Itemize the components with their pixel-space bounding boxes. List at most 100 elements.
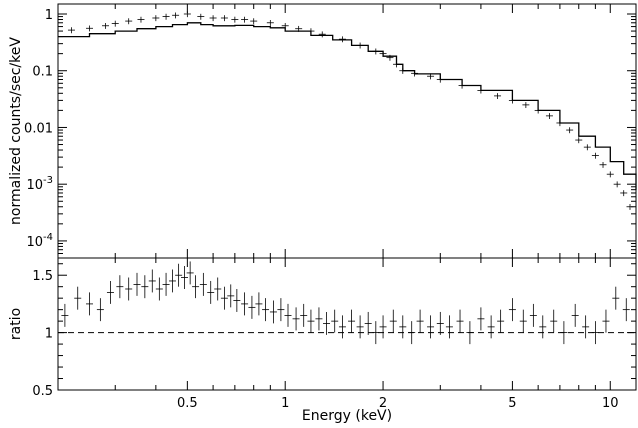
ratio-data-point [591, 321, 599, 345]
ratio-data-point [323, 311, 331, 335]
spectrum-data-point [477, 87, 485, 94]
spectrum-data-point [566, 127, 574, 134]
spectrum-data-point [356, 42, 364, 49]
spectrum-data-point [379, 50, 387, 57]
ratio-data-point [248, 295, 256, 319]
ratio-data-point [348, 309, 356, 333]
spectrum-data-point [613, 181, 621, 188]
ratio-data-point [560, 321, 568, 345]
ratio-data-point [436, 311, 444, 335]
ratio-data-point [284, 303, 292, 327]
spectrum-data-point [307, 28, 315, 35]
x-tick-label: 2 [379, 396, 387, 411]
spectrum-data-point [209, 15, 217, 22]
ratio-data-point [622, 298, 630, 322]
spectrum-data-point [386, 54, 394, 61]
spectrum-data-point [101, 22, 109, 29]
ratio-data-point [192, 275, 200, 299]
ratio-data-point [155, 277, 163, 301]
ratio-data-point [141, 275, 149, 299]
spectrum-ticks [57, 4, 636, 259]
ratio-data-point [307, 309, 315, 333]
ratio-data-point [74, 286, 82, 310]
ratio-data-point [168, 269, 176, 293]
x-tick-label: 10 [602, 396, 619, 411]
ratio-data-point [233, 288, 241, 312]
spectrum-data-point [372, 48, 380, 55]
spectrum-data-point [591, 152, 599, 159]
spectrum-data-point [152, 15, 160, 22]
spectrum-data-point [241, 16, 249, 23]
spectrum-data-point [137, 16, 145, 23]
spectrum-data-point [599, 161, 607, 168]
ratio-data-point [241, 292, 249, 316]
ratio-data-point [372, 321, 380, 345]
ratio-data-point [175, 263, 183, 287]
ratio-data-point [338, 315, 346, 339]
spectrum-data-point [266, 19, 274, 26]
ratio-data-point [269, 300, 277, 324]
spectrum-data-point [534, 107, 542, 114]
ratio-data-point [255, 292, 263, 316]
spectrum-data-group [67, 11, 634, 210]
ratio-data-point [389, 309, 397, 333]
spectrum-data-point [162, 13, 170, 20]
ratio-data-point [227, 284, 235, 308]
spectrum-data-point [220, 15, 228, 22]
ratio-data-point [445, 315, 453, 339]
ratio-data-point [133, 272, 141, 296]
ratio-data-point [106, 280, 114, 304]
spectrum-data-point [338, 36, 346, 43]
spectrum-data-point [494, 93, 502, 100]
spectrum-frame [57, 3, 637, 259]
ratio-data-point [582, 315, 590, 339]
spectrum-data-point [626, 203, 634, 210]
spectrum-data-point [620, 190, 628, 197]
spectrum-data-point [295, 25, 303, 32]
spectrum-data-point [231, 16, 239, 23]
spectrum-data-point [411, 70, 419, 77]
ratio-data-point [408, 321, 416, 345]
ratio-data-point [416, 309, 424, 333]
spectrum-data-point [556, 120, 564, 127]
ratio-data-point [487, 315, 495, 339]
ratio-panel: 0.5 1 1.5 0.5 1 2 5 10 ratio Energy (keV) [8, 257, 637, 424]
spectrum-data-point [281, 22, 289, 29]
ratio-data-point [262, 298, 270, 322]
spectrum-data-point [111, 20, 119, 27]
spectrum-data-point [458, 82, 466, 89]
ratio-data-point [116, 275, 124, 299]
ratio-data-point [456, 309, 464, 333]
spectrum-data-point [583, 144, 591, 151]
ratio-data-point [364, 311, 372, 335]
spectrum-data-point [545, 113, 553, 120]
y-tick-label: 10-3 [26, 175, 53, 193]
spectrum-data-point [125, 18, 133, 25]
spectrum-y-tick-labels: 1 0.1 0.01 10-3 10-4 [24, 8, 53, 250]
ratio-data-point [331, 309, 339, 333]
ratio-data-point [356, 315, 364, 339]
ratio-data-point [399, 315, 407, 339]
ratio-data-point [292, 307, 300, 331]
spectrum-data-point [606, 171, 614, 178]
ratio-data-point [207, 280, 215, 304]
ratio-data-point [162, 272, 170, 296]
x-axis-label: Energy (keV) [302, 408, 392, 424]
ratio-y-axis-label: ratio [8, 308, 24, 340]
ratio-data-point [612, 286, 620, 310]
ratio-data-point [497, 309, 505, 333]
ratio-data-point [277, 298, 285, 322]
ratio-data-point [61, 303, 69, 327]
y-tick-label: 0.1 [32, 65, 53, 80]
ratio-ticks [57, 258, 636, 391]
ratio-data-point [199, 272, 207, 296]
x-tick-label: 5 [508, 396, 516, 411]
spectrum-data-point [575, 137, 583, 144]
spectrum-data-point [522, 102, 530, 109]
spectrum-data-point [86, 25, 94, 32]
spectrum-panel: 1 0.1 0.01 10-3 10-4 normalized counts/sec/k… [8, 3, 637, 259]
ratio-data-point [539, 315, 547, 339]
ratio-data-point [529, 303, 537, 327]
spectrum-data-point [172, 12, 180, 19]
